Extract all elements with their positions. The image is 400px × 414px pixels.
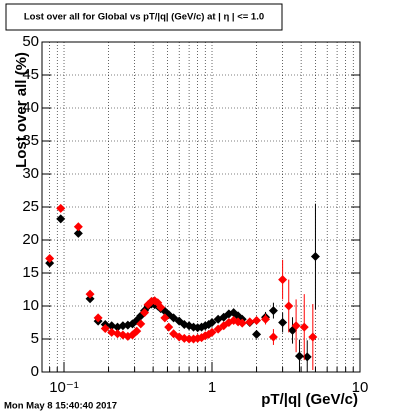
data-point [310,252,320,261]
data-point [73,222,83,232]
y-tick-label: 15 [22,264,39,281]
y-tick-label: 25 [22,198,39,215]
y-tick-label: 5 [31,330,39,347]
y-tick-label: 20 [22,231,39,248]
data-point [245,317,255,327]
data-point [284,301,294,311]
data-point [308,332,318,342]
data-point [302,352,312,362]
data-point [299,322,309,332]
data-point [136,319,146,329]
footer: Mon May 8 15:40:40 2017 [4,401,117,412]
data-point [160,313,170,323]
data-point [107,321,117,331]
plot-frame [41,41,361,373]
data-point [45,258,55,268]
title-box [5,3,283,31]
data-point [140,308,150,318]
y-tick-label: 30 [22,165,39,182]
data-point [45,253,55,263]
data-point [56,214,66,224]
y-tick-label: 50 [22,33,39,50]
data-point [85,289,95,299]
x-tick-label: 10 [352,379,369,396]
y-tick-label: 40 [22,99,39,116]
x-tick-label: 1 [208,379,216,396]
data-point [252,329,262,339]
data-point [156,302,166,312]
y-tick-label: 10 [22,297,39,314]
y-axis-label: Lost over all (%) [13,52,30,168]
data-point [56,203,66,213]
y-tick-label: 45 [22,66,39,83]
data-point [100,323,110,333]
data-point [85,294,95,304]
data-point [132,326,142,336]
data-point [207,318,217,327]
data-point [294,351,304,361]
data-point [278,318,288,327]
data-point [261,314,271,324]
data-point [252,316,262,326]
data-point [268,306,278,316]
data-point [291,321,301,331]
x-axis-label: pT/|q| (GeV/c) [261,391,358,408]
data-point [278,275,288,285]
y-tick-label: 0 [31,363,39,380]
y-tick-label: 35 [22,132,39,149]
data-point [164,322,174,332]
data-point [207,327,217,337]
data-point [73,228,83,238]
data-point [93,313,103,323]
chart-title: Lost over all for Global vs pT/|q| (GeV/… [24,12,264,23]
data-point [268,332,278,342]
data-point [237,318,247,328]
data-point [107,327,117,337]
x-tick-label: 10⁻¹ [49,379,79,396]
